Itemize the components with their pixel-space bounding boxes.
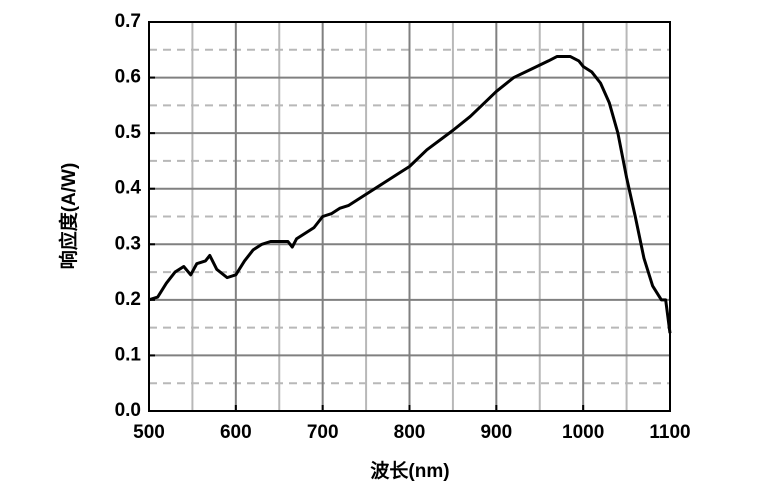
x-axis-label: 波长(nm) bbox=[370, 459, 449, 482]
plot-frame bbox=[148, 21, 671, 412]
y-axis-label: 响应度(A/W) bbox=[57, 163, 80, 270]
x-tick-label: 1000 bbox=[562, 422, 604, 443]
data-line bbox=[148, 54, 672, 334]
y-tick-label: 0.3 bbox=[115, 233, 141, 254]
x-tick-label: 500 bbox=[133, 422, 165, 443]
x-tick-label: 600 bbox=[220, 422, 252, 443]
y-tick-label: 0.0 bbox=[115, 400, 141, 421]
x-tick-label: 900 bbox=[480, 422, 512, 443]
y-tick-label: 0.2 bbox=[115, 289, 141, 310]
y-tick-label: 0.5 bbox=[115, 122, 142, 143]
y-tick-label: 0.4 bbox=[115, 178, 142, 199]
y-tick-label: 0.6 bbox=[115, 67, 141, 88]
x-tick-label: 700 bbox=[307, 422, 339, 443]
y-tick-label: 0.7 bbox=[115, 11, 141, 32]
x-tick-label: 1100 bbox=[649, 422, 690, 443]
x-tick-label: 800 bbox=[394, 422, 426, 443]
y-tick-label: 0.1 bbox=[115, 344, 142, 365]
